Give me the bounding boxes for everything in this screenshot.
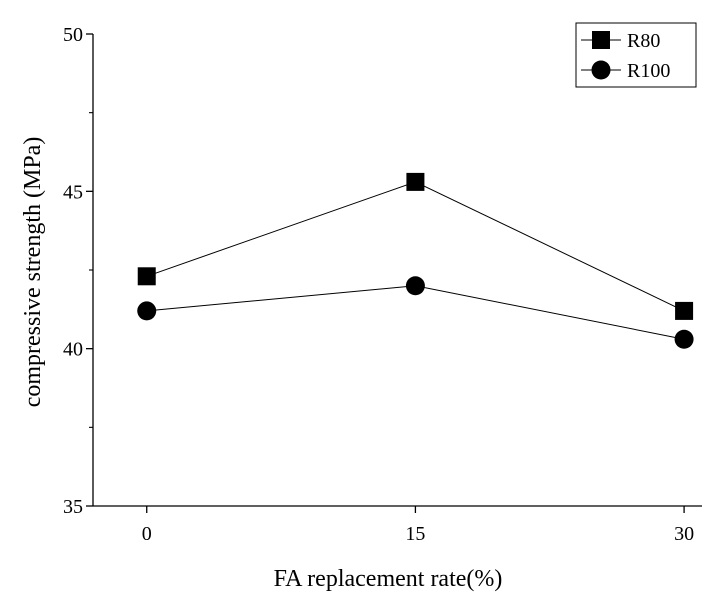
series-layer	[137, 172, 694, 349]
x-axis-title: FA replacement rate(%)	[274, 566, 503, 592]
data-point-r100-0	[137, 301, 157, 321]
legend-marker-r100	[591, 60, 611, 80]
legend-label-r80: R80	[627, 30, 660, 52]
y-tick-label-35: 35	[63, 496, 83, 518]
axis-ticks	[86, 33, 685, 513]
data-point-r80-0	[137, 267, 156, 286]
y-tick-label-45: 45	[63, 181, 83, 203]
legend: R80 R100	[575, 22, 697, 88]
y-axis-title: compressive strength (MPa)	[20, 137, 46, 408]
x-tick-label-30: 30	[674, 523, 694, 545]
data-point-r100-15	[405, 276, 425, 296]
tick-labels: 35 40 45 50 0 15 30	[63, 24, 694, 545]
x-tick-label-15: 15	[405, 523, 425, 545]
legend-label-r100: R100	[627, 60, 670, 82]
y-tick-label-40: 40	[63, 339, 83, 361]
y-tick-label-50: 50	[63, 24, 83, 46]
axes	[92, 34, 702, 507]
x-tick-label-0: 0	[142, 523, 152, 545]
data-point-r80-15	[406, 172, 425, 191]
data-point-r80-30	[675, 301, 694, 320]
data-point-r100-30	[674, 329, 694, 349]
legend-marker-r80	[592, 31, 610, 49]
